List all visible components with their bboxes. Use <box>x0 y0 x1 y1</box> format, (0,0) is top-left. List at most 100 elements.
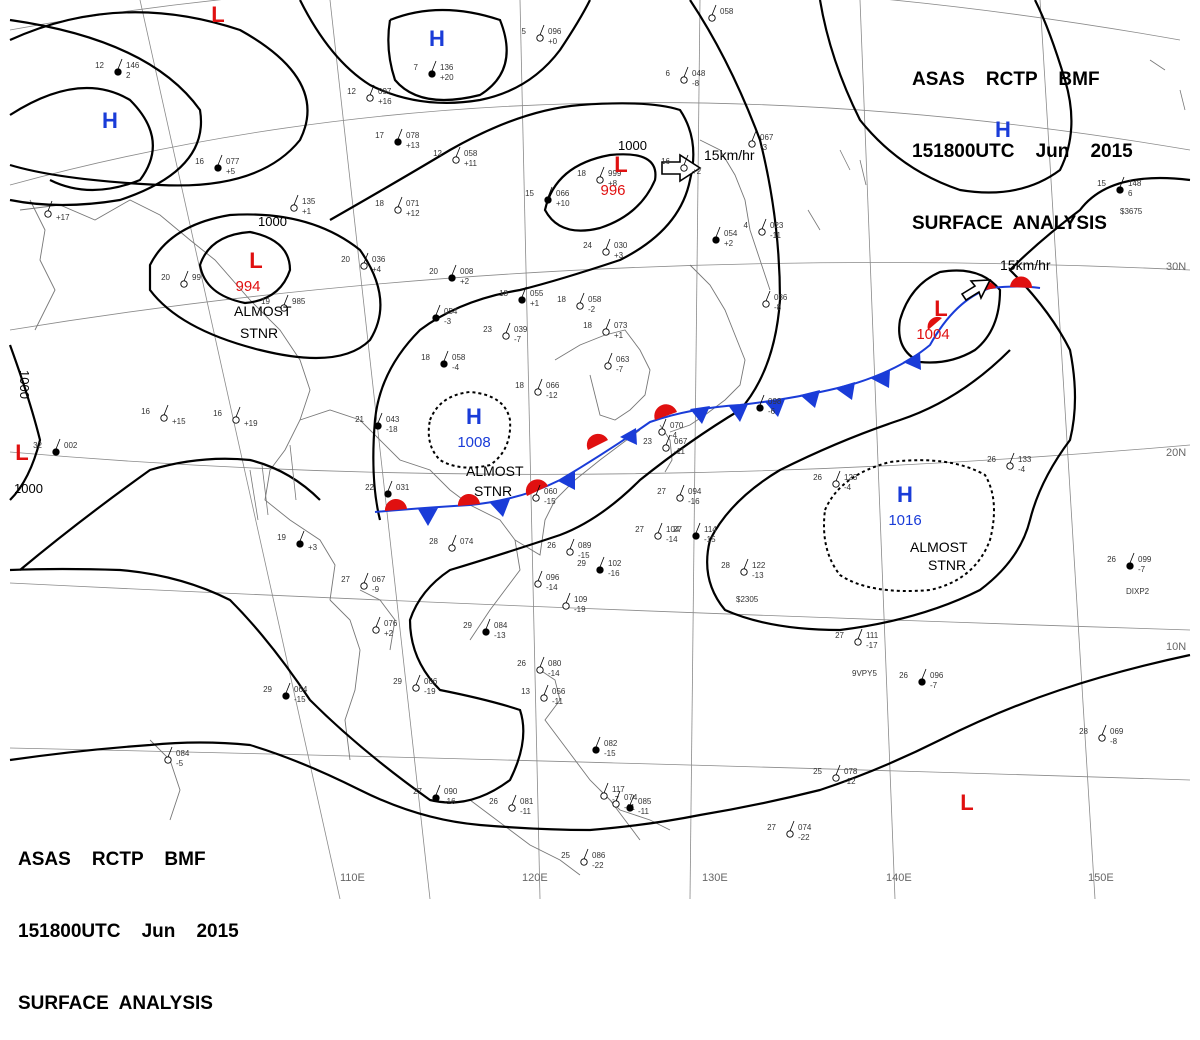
station-pressure: 043 <box>386 415 400 424</box>
station-plot: 24 030+3 <box>583 238 628 260</box>
station-plot: 18 066-12 <box>515 378 560 400</box>
station-plot: 27 104-14 <box>635 522 680 544</box>
pressure-value: 1008 <box>457 434 490 451</box>
station-tendency: +17 <box>56 213 70 222</box>
station-circle-icon <box>432 314 440 322</box>
isobars <box>8 0 1191 832</box>
high-pressure-center: H <box>897 482 913 507</box>
station-pressure: 084 <box>176 749 190 758</box>
high-pressure-center: H <box>466 404 482 429</box>
station-plot: 15 066+10 <box>525 186 570 208</box>
station-circle-icon <box>534 580 542 588</box>
station-pressure: 031 <box>396 483 410 492</box>
wind-barb-icon <box>679 484 685 496</box>
low-pressure-center: L <box>934 296 947 321</box>
station-tendency: -8 <box>1110 737 1118 746</box>
station-temperature: 23 <box>483 325 492 334</box>
wind-barb-icon <box>583 848 589 860</box>
station-temperature: 12 <box>433 149 442 158</box>
wind-barb-icon <box>387 480 393 492</box>
station-circle-icon <box>562 602 570 610</box>
almost-label: ALMOST <box>910 539 968 555</box>
station-temperature: 23 <box>643 437 652 446</box>
station-temperature: 18 <box>557 295 566 304</box>
station-pressure: 148 <box>1128 179 1142 188</box>
station-circle-icon <box>854 638 862 646</box>
station-pressure: 063 <box>616 355 630 364</box>
station-tendency: -12 <box>546 391 558 400</box>
wind-barb-icon <box>363 252 369 264</box>
low-pressure-center: L <box>614 152 627 177</box>
station-pressure: 071 <box>406 199 420 208</box>
station-tendency: +11 <box>464 159 478 168</box>
station-pressure: 102 <box>608 559 622 568</box>
station-circle-icon <box>44 210 52 218</box>
station-circle-icon <box>160 414 168 422</box>
station-pressure: 096 <box>548 27 562 36</box>
station-tendency: 6 <box>1128 189 1133 198</box>
low-pressure-center: L <box>249 248 262 273</box>
station-tendency: -6 <box>768 407 776 416</box>
wind-barb-icon <box>661 418 667 430</box>
station-temperature: 29 <box>463 621 472 630</box>
station-circle-icon <box>508 804 516 812</box>
station-circle-icon <box>366 94 374 102</box>
station-plot: +17 <box>44 200 70 222</box>
station-circle-icon <box>680 76 688 84</box>
station-tendency: -22 <box>592 861 604 870</box>
station-plot: 135+1 <box>290 194 316 216</box>
station-plot: 20 036+4 <box>341 252 386 274</box>
station-pressure: 066 <box>546 381 560 390</box>
station-pressure: 058 <box>588 295 602 304</box>
station-circle-icon <box>428 70 436 78</box>
station-tendency: -15 <box>294 695 306 704</box>
station-plot: 26 089-15 <box>547 538 592 560</box>
station-tendency: -14 <box>666 535 678 544</box>
station-plot: 070-4 <box>658 418 684 440</box>
station-code: $3675 <box>1120 207 1143 216</box>
station-pressure: 058 <box>452 353 466 362</box>
station-temperature: 29 <box>393 677 402 686</box>
station-circle-icon <box>1006 462 1014 470</box>
station-circle-icon <box>282 692 290 700</box>
stationary-isobars <box>427 390 995 592</box>
station-pressure: 054 <box>444 307 458 316</box>
station-plot: 18 058-4 <box>421 350 466 372</box>
station-plot: 6 048-8 <box>666 66 706 88</box>
wind-barb-icon <box>921 668 927 680</box>
station-plot: 27 111-17 <box>835 628 879 650</box>
station-circle-icon <box>290 204 298 212</box>
wind-barb-icon <box>397 196 403 208</box>
station-temperature: 13 <box>521 687 530 696</box>
station-circle-icon <box>596 566 604 574</box>
station-tendency: -13 <box>752 571 764 580</box>
station-temperature: 6 <box>666 69 671 78</box>
station-tendency: -4 <box>670 431 678 440</box>
station-tendency: -11 <box>674 447 686 456</box>
stnr-label: STNR <box>474 483 512 499</box>
station-pressure: 067 <box>674 437 688 446</box>
station-temperature: 28 <box>1079 727 1088 736</box>
station-circle-icon <box>740 568 748 576</box>
wind-barb-icon <box>565 592 571 604</box>
high-pressure-center: H <box>102 108 118 133</box>
station-temperature: 28 <box>721 561 730 570</box>
header-bottom-line2: 151800UTC Jun 2015 <box>18 921 239 942</box>
station-circle-icon <box>394 206 402 214</box>
station-tendency: -16 <box>608 569 620 578</box>
station-circle-icon <box>534 388 542 396</box>
station-tendency: -8 <box>774 303 782 312</box>
latitude-label: 10N <box>1166 641 1186 653</box>
station-plot: 054-3 <box>432 304 458 326</box>
station-tendency: -4 <box>1018 465 1026 474</box>
station-pressure: 098 <box>768 397 782 406</box>
station-temperature: 18 <box>583 321 592 330</box>
station-tendency: -15 <box>604 749 616 758</box>
station-pressure: 066 <box>424 677 438 686</box>
station-plot: 16 077+5 <box>195 154 240 176</box>
station-temperature: 22 <box>365 483 374 492</box>
isobar-label: 1000 <box>618 138 647 153</box>
wind-barb-icon <box>283 294 289 306</box>
header-bottom-line1: ASAS RCTP BMF <box>18 849 206 870</box>
station-tendency: -7 <box>612 795 620 804</box>
